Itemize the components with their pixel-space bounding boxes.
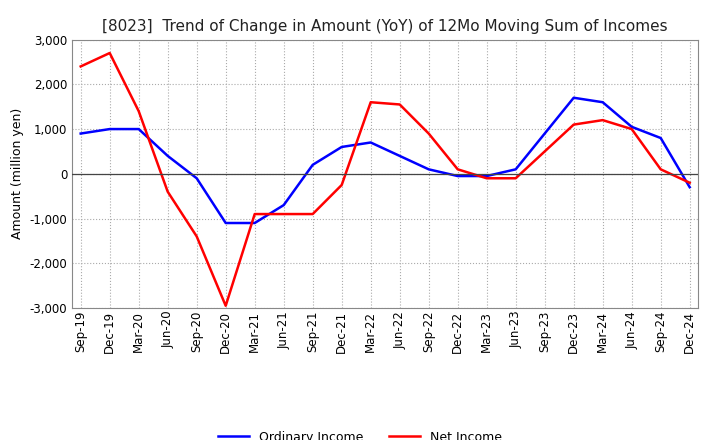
Net Income bbox=[627, 126, 636, 132]
Net Income bbox=[163, 189, 172, 194]
Net Income bbox=[76, 64, 85, 69]
Net Income bbox=[105, 50, 114, 55]
Ordinary Income bbox=[685, 185, 694, 190]
Ordinary Income bbox=[424, 167, 433, 172]
Ordinary Income bbox=[482, 173, 491, 179]
Ordinary Income bbox=[135, 126, 143, 132]
Ordinary Income bbox=[192, 176, 201, 181]
Ordinary Income bbox=[511, 167, 520, 172]
Ordinary Income bbox=[163, 153, 172, 158]
Ordinary Income bbox=[338, 144, 346, 150]
Net Income bbox=[424, 131, 433, 136]
Ordinary Income bbox=[541, 131, 549, 136]
Ordinary Income bbox=[598, 99, 607, 105]
Line: Net Income: Net Income bbox=[81, 53, 690, 306]
Legend: Ordinary Income, Net Income: Ordinary Income, Net Income bbox=[213, 426, 507, 440]
Ordinary Income bbox=[627, 124, 636, 129]
Net Income bbox=[657, 167, 665, 172]
Title: [8023]  Trend of Change in Amount (YoY) of 12Mo Moving Sum of Incomes: [8023] Trend of Change in Amount (YoY) o… bbox=[102, 19, 668, 34]
Net Income bbox=[221, 303, 230, 308]
Net Income bbox=[541, 149, 549, 154]
Net Income bbox=[338, 182, 346, 187]
Net Income bbox=[308, 211, 317, 216]
Net Income bbox=[279, 211, 288, 216]
Net Income bbox=[511, 176, 520, 181]
Net Income bbox=[685, 180, 694, 185]
Line: Ordinary Income: Ordinary Income bbox=[81, 98, 690, 223]
Net Income bbox=[454, 167, 462, 172]
Ordinary Income bbox=[221, 220, 230, 226]
Ordinary Income bbox=[76, 131, 85, 136]
Net Income bbox=[251, 211, 259, 216]
Net Income bbox=[366, 99, 375, 105]
Net Income bbox=[395, 102, 404, 107]
Ordinary Income bbox=[279, 202, 288, 208]
Net Income bbox=[192, 234, 201, 239]
Ordinary Income bbox=[251, 220, 259, 226]
Ordinary Income bbox=[454, 173, 462, 179]
Ordinary Income bbox=[366, 140, 375, 145]
Net Income bbox=[570, 122, 578, 127]
Ordinary Income bbox=[657, 136, 665, 141]
Ordinary Income bbox=[570, 95, 578, 100]
Net Income bbox=[135, 109, 143, 114]
Ordinary Income bbox=[395, 153, 404, 158]
Y-axis label: Amount (million yen): Amount (million yen) bbox=[11, 108, 24, 239]
Net Income bbox=[482, 176, 491, 181]
Net Income bbox=[598, 117, 607, 123]
Ordinary Income bbox=[105, 126, 114, 132]
Ordinary Income bbox=[308, 162, 317, 168]
